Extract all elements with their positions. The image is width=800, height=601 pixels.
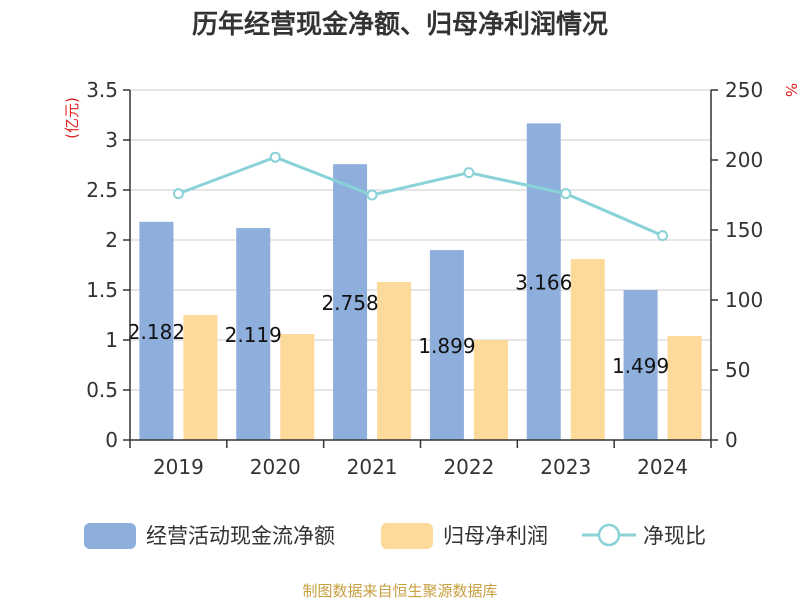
legend-label-profit: 归母净利润 <box>443 524 548 548</box>
legend-marker-ratio <box>597 523 621 547</box>
x-tick-label: 2020 <box>250 455 301 479</box>
legend-swatch-profit <box>381 523 433 549</box>
right-tick-label: 100 <box>725 288 763 312</box>
cashflow-bar-2019 <box>139 221 174 440</box>
legend: 经营活动现金流净额 归母净利润 净现比 <box>84 523 706 549</box>
right-tick-label: 50 <box>725 358 750 382</box>
ratio-point-2019 <box>172 188 184 200</box>
axes: 0 0.5 1 1.5 2 2.5 3 3.5 0 50 100 150 200 250 2019 2020 2… <box>63 78 800 479</box>
left-tick-label: 2.5 <box>86 178 118 202</box>
right-tick-label: 250 <box>725 78 763 102</box>
legend-label-ratio: 净现比 <box>643 524 706 548</box>
profit-bar-2023 <box>570 259 605 440</box>
x-tick-label: 2024 <box>637 455 688 479</box>
ratio-line-series <box>172 151 669 242</box>
ratio-point-2021 <box>366 189 378 201</box>
cashflow-bar-2023 <box>526 123 561 441</box>
x-tick-label: 2023 <box>540 455 591 479</box>
right-tick-label: 150 <box>725 218 763 242</box>
chart-title: 历年经营现金净额、归母净利润情况 <box>191 10 608 40</box>
profit-bar-2021 <box>377 282 412 440</box>
cashflow-value-label: 1.499 <box>612 354 669 378</box>
cashflow-value-label: 2.182 <box>128 320 185 344</box>
right-axis-unit: % <box>782 83 800 97</box>
profit-bar-2024 <box>667 336 702 440</box>
cashflow-value-label: 1.899 <box>418 334 475 358</box>
ratio-point-2023 <box>560 188 572 200</box>
left-tick-label: 3 <box>105 128 118 152</box>
ratio-point-2024 <box>657 230 669 242</box>
legend-label-cashflow: 经营活动现金流净额 <box>146 524 335 548</box>
left-tick-label: 0.5 <box>86 378 118 402</box>
cashflow-value-label: 2.758 <box>321 291 378 315</box>
ratio-point-2022 <box>463 167 475 179</box>
left-tick-label: 3.5 <box>86 78 118 102</box>
bars <box>139 123 702 441</box>
cashflow-value-label: 2.119 <box>225 323 282 347</box>
cashflow-value-label: 3.166 <box>515 271 572 295</box>
right-tick-label: 200 <box>725 148 763 172</box>
left-tick-label: 1.5 <box>86 278 118 302</box>
x-tick-label: 2022 <box>443 455 494 479</box>
cashflow-bar-2024 <box>623 290 658 440</box>
profit-bar-2019 <box>183 315 218 440</box>
legend-swatch-cashflow <box>84 523 136 549</box>
profit-bar-2020 <box>280 334 315 440</box>
left-axis-unit: (亿元) <box>63 97 81 139</box>
left-tick-label: 1 <box>105 328 118 352</box>
x-tick-label: 2019 <box>153 455 204 479</box>
x-tick-label: 2021 <box>347 455 398 479</box>
left-tick-label: 2 <box>105 228 118 252</box>
left-tick-label: 0 <box>105 428 118 452</box>
profit-bar-2022 <box>473 340 508 440</box>
source-note: 制图数据来自恒生聚源数据库 <box>302 582 498 600</box>
right-tick-label: 0 <box>725 428 738 452</box>
data-labels: 2.182 2.119 2.758 1.899 3.166 1.499 <box>128 271 669 378</box>
cashflow-bar-2020 <box>236 228 271 440</box>
cashflow-bar-2021 <box>333 164 368 440</box>
ratio-line <box>177 155 664 237</box>
cashflow-bar-2022 <box>429 250 464 440</box>
ratio-point-2020 <box>269 151 281 163</box>
